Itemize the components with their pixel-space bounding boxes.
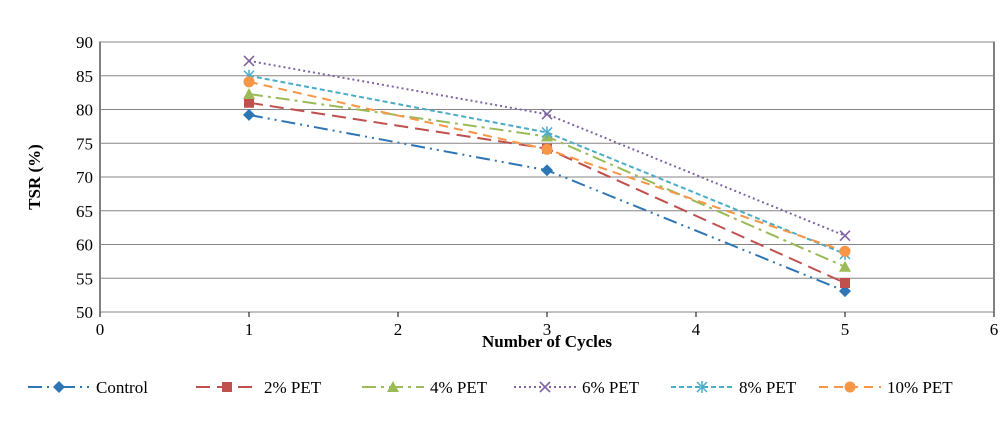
data-point-control [243,108,255,121]
series-line-6pct-pet [248,59,846,237]
y-tick-label: 80 [76,101,93,120]
legend-swatch-marker [53,381,65,393]
data-point-6pct-pet [839,230,851,242]
data-point-control [541,164,553,177]
y-tick-label: 60 [76,236,93,255]
data-point-10pct-pet [243,76,255,88]
data-point-2pct-pet [840,277,850,288]
legend-item-4pct-pet: 4% PET [362,378,488,397]
x-tick-label: 6 [990,320,999,339]
data-point-8pct-pet [541,126,553,139]
legend-swatch-marker [844,381,856,393]
x-tick-label: 5 [841,320,850,339]
y-axis-ticks: 50 55 60 65 70 75 80 85 90 [76,33,93,322]
legend-swatch-marker [387,381,399,392]
legend-swatch-marker [696,381,708,393]
data-point-4pct-pet [839,260,851,272]
legend-label: 10% PET [887,378,953,397]
data-point-10pct-pet [541,143,553,155]
x-axis-title: Number of Cycles [482,332,612,351]
legend-label: Control [96,378,148,397]
y-tick-label: 75 [76,134,93,153]
x-tick-label: 0 [96,320,105,339]
series-markers [243,55,851,298]
legend-swatch-marker [222,382,232,392]
legend-item-6pct-pet: 6% PET [514,378,640,397]
x-tick-label: 2 [394,320,403,339]
x-tick-label: 3 [543,320,552,339]
legend-item-control: Control [28,378,148,397]
legend-item-10pct-pet: 10% PET [819,378,953,397]
legend-item-8pct-pet: 8% PET [671,378,797,397]
y-tick-label: 65 [76,202,93,221]
data-point-6pct-pet [243,55,255,67]
data-point-6pct-pet [541,108,553,120]
legend-label: 2% PET [264,378,322,397]
x-tick-label: 1 [245,320,254,339]
y-tick-label: 55 [76,269,93,288]
legend-swatch-marker [539,381,551,393]
x-tick-label: 4 [692,320,701,339]
data-point-10pct-pet [839,245,851,257]
legend-label: 4% PET [430,378,488,397]
y-tick-label: 50 [76,303,93,322]
data-point-2pct-pet [244,97,254,108]
y-axis-title: TSR (%) [25,144,44,210]
data-point-4pct-pet [243,87,255,99]
x-axis-ticks: 0 1 2 3 4 5 6 [96,312,999,339]
legend: Control 2% PET 4% PET 6% PET 8% PET 10% PET [28,378,953,397]
y-tick-label: 90 [76,33,93,52]
data-point-control [839,285,851,298]
legend-label: 8% PET [739,378,797,397]
y-tick-label: 70 [76,168,93,187]
legend-item-2pct-pet: 2% PET [196,378,322,397]
y-tick-label: 85 [76,67,93,86]
legend-label: 6% PET [582,378,640,397]
